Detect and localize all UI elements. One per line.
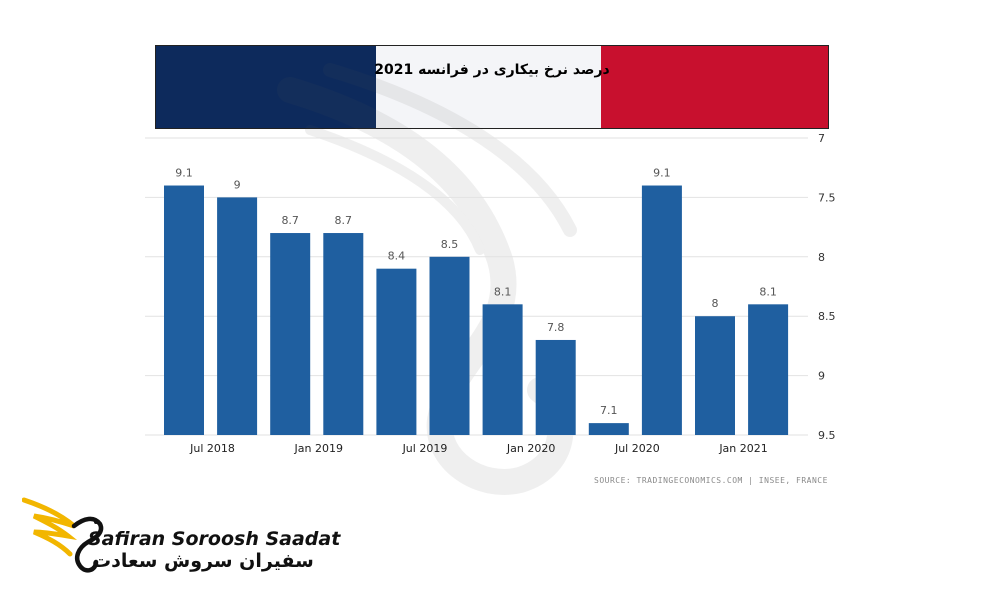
y-tick-label: 7.5	[818, 191, 836, 204]
x-tick-label: Jan 2021	[718, 442, 767, 455]
data-labels: 9.1 9 8.7 8.7 8.4 8.5 8.1 7.8 7.1 9.1 8 8.1	[175, 167, 777, 418]
bar	[695, 316, 735, 435]
y-axis-ticks: 9.5 9 8.5 8 7.5 7	[818, 132, 836, 442]
banner-blue-stripe	[156, 46, 376, 128]
bar	[429, 256, 470, 435]
bar	[482, 304, 523, 435]
banner-white-stripe	[376, 46, 601, 128]
data-label: 7.8	[547, 321, 565, 334]
bar	[164, 185, 204, 435]
data-label: 8.4	[388, 250, 406, 263]
x-tick-label: Jul 2018	[189, 442, 235, 455]
data-label: 8.1	[494, 285, 512, 298]
y-tick-label: 8.5	[818, 310, 836, 323]
x-tick-label: Jul 2020	[614, 442, 660, 455]
x-axis-ticks: Jul 2018 Jan 2019 Jul 2019 Jan 2020 Jul 2020…	[189, 442, 768, 455]
data-label: 8.7	[335, 214, 353, 227]
chart-title: درصد نرخ بیکاری در فرانسه 2021	[374, 62, 610, 78]
y-tick-label: 9.5	[818, 429, 836, 442]
bar	[323, 233, 364, 435]
x-tick-label: Jan 2020	[506, 442, 555, 455]
data-label: 9	[234, 178, 241, 191]
brand-logo-icon	[22, 497, 104, 573]
data-label: 9.1	[653, 167, 671, 180]
title-banner	[155, 45, 829, 129]
data-label: 8.1	[759, 285, 777, 298]
banner-red-stripe	[601, 46, 828, 128]
brand-name-persian: سفیران سروش سعادت	[92, 550, 314, 572]
y-tick-label: 7	[818, 132, 825, 145]
data-label: 8.7	[281, 214, 299, 227]
bar	[641, 185, 682, 435]
bar	[748, 304, 789, 435]
bars	[164, 185, 789, 435]
bar	[376, 268, 417, 435]
data-label: 9.1	[175, 167, 193, 180]
y-tick-label: 9	[818, 370, 825, 383]
source-note: SOURCE: TRADINGECONOMICS.COM | INSEE, FR…	[594, 476, 828, 485]
data-label: 7.1	[600, 404, 618, 417]
bar	[270, 233, 311, 435]
x-tick-label: Jul 2019	[402, 442, 448, 455]
y-tick-label: 8	[818, 251, 825, 264]
bar	[588, 423, 629, 435]
data-label: 8.5	[441, 238, 459, 251]
bar	[535, 339, 576, 435]
data-label: 8	[712, 297, 719, 310]
x-tick-label: Jan 2019	[294, 442, 343, 455]
brand-name-english: Safiran Soroosh Saadat	[88, 528, 341, 550]
bar	[217, 197, 258, 435]
